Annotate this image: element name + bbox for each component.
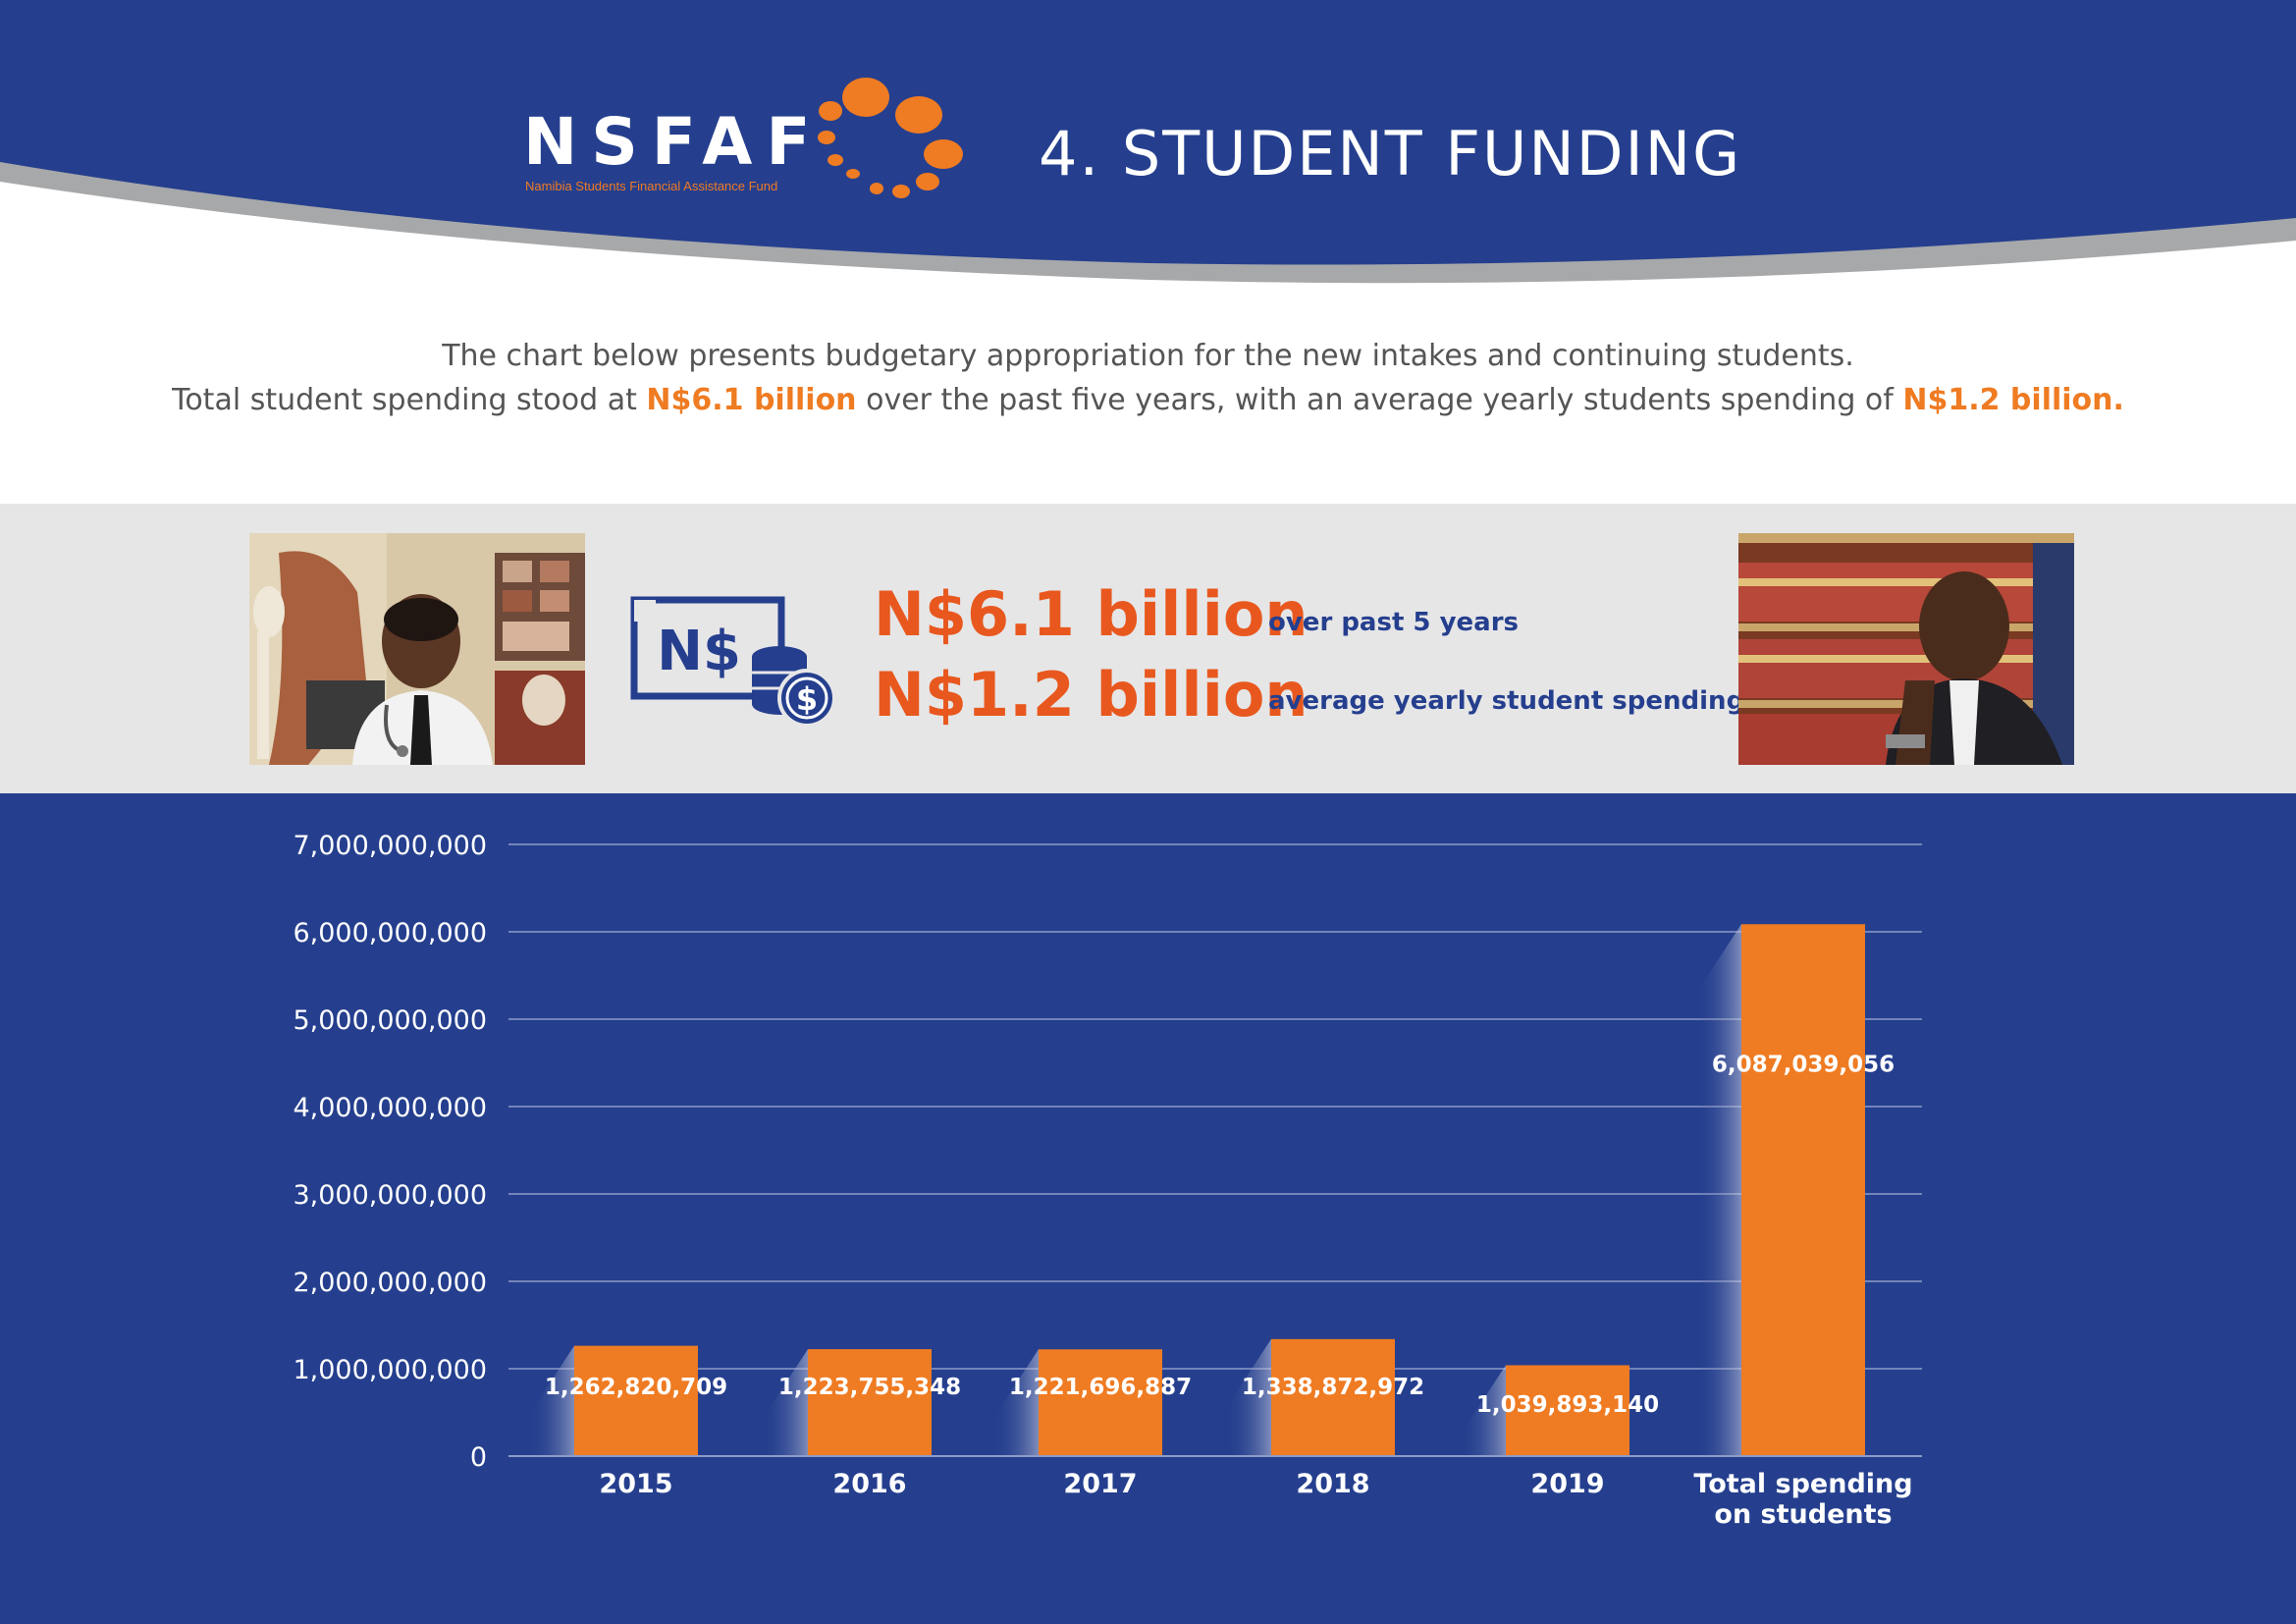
money-coins-icon: N$ $ (630, 596, 836, 728)
bar-shadow (763, 1349, 808, 1456)
x-tick-label: 2016 (832, 1469, 906, 1499)
bar-data-label: 6,087,039,056 (1712, 1052, 1895, 1077)
photo-medical-student (249, 533, 585, 765)
bar (574, 1345, 698, 1456)
stat-average-value: N$1.2 billion (874, 659, 1308, 731)
y-tick-label: 6,000,000,000 (293, 918, 487, 948)
stat-average-label: average yearly student spending (1268, 686, 1745, 716)
header-wave-band (0, 0, 2296, 284)
bar (1271, 1338, 1395, 1456)
y-tick-label: 7,000,000,000 (293, 831, 487, 861)
x-tick-label: 2018 (1296, 1469, 1369, 1499)
money-icon-label: N$ (657, 620, 741, 683)
bar-shadow (529, 1345, 574, 1456)
x-tick-label: Total spending on students (1693, 1469, 1912, 1530)
y-tick-label: 0 (470, 1442, 487, 1473)
nsfaf-logo-subtitle: Namibia Students Financial Assistance Fu… (525, 179, 778, 193)
y-tick-label: 2,000,000,000 (293, 1268, 487, 1298)
student-funding-bar-chart: 0 1,000,000,000 2,000,000,000 3,000,000,000… (293, 831, 1922, 1530)
x-tick-label: 2019 (1530, 1469, 1604, 1499)
bar-data-label: 1,223,755,348 (778, 1375, 961, 1400)
nsfaf-logo-dots-icon (818, 78, 963, 198)
y-tick-label: 4,000,000,000 (293, 1093, 487, 1123)
y-tick-label: 3,000,000,000 (293, 1180, 487, 1211)
bar-shadow (1461, 1365, 1506, 1456)
bar (1741, 924, 1865, 1456)
bar-data-label: 1,221,696,887 (1009, 1375, 1192, 1400)
intro-text-start: Total student spending stood at (172, 383, 647, 417)
chart-panel: 0 1,000,000,000 2,000,000,000 3,000,000,000… (0, 793, 2296, 1624)
y-tick-label: 1,000,000,000 (293, 1355, 487, 1385)
bar (1039, 1349, 1162, 1456)
bar-shadow (1696, 924, 1741, 1456)
bar-shadow (1226, 1338, 1271, 1456)
photo-law-student (1738, 533, 2074, 765)
intro-paragraph: The chart below presents budgetary appro… (0, 334, 2296, 422)
intro-text-middle: over the past five years, with an averag… (856, 383, 1903, 417)
stat-total-label: over past 5 years (1268, 608, 1519, 637)
x-tick-label: 2017 (1063, 1469, 1137, 1499)
intro-line-1: The chart below presents budgetary appro… (442, 339, 1854, 373)
y-tick-label: 5,000,000,000 (293, 1005, 487, 1036)
page-header: NSFAF Namibia Students Financial Assista… (0, 0, 2296, 295)
summary-band: N$ $ N$6.1 billion over past 5 years N$1… (0, 504, 2296, 793)
nsfaf-logo-text: NSFAF (523, 104, 825, 180)
page-title: 4. STUDENT FUNDING (1039, 118, 1742, 189)
intro-highlight-average: N$1.2 billion. (1902, 383, 2124, 417)
intro-line-2: Total student spending stood at N$6.1 bi… (0, 378, 2296, 422)
bar (808, 1349, 932, 1456)
bar-data-label: 1,338,872,972 (1242, 1375, 1424, 1400)
bar-data-label: 1,039,893,140 (1476, 1392, 1659, 1418)
bar (1506, 1365, 1629, 1456)
intro-highlight-total: N$6.1 billion (646, 383, 857, 417)
bar-shadow (993, 1349, 1039, 1456)
x-tick-label: 2015 (599, 1469, 672, 1499)
svg-text:$: $ (796, 680, 818, 718)
bar-data-label: 1,262,820,709 (545, 1375, 727, 1400)
stat-total-value: N$6.1 billion (874, 578, 1308, 650)
